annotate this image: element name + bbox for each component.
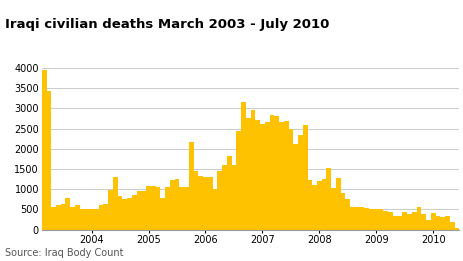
- Bar: [340, 193, 345, 230]
- Bar: [155, 187, 160, 230]
- Bar: [425, 220, 430, 230]
- Bar: [188, 142, 193, 230]
- Bar: [212, 189, 217, 230]
- Bar: [226, 156, 231, 230]
- Bar: [131, 195, 137, 230]
- Bar: [241, 102, 245, 230]
- Bar: [411, 212, 416, 230]
- Bar: [46, 91, 51, 230]
- Bar: [350, 207, 354, 230]
- Bar: [217, 171, 222, 230]
- Bar: [56, 205, 61, 230]
- Bar: [259, 124, 264, 230]
- Bar: [255, 120, 259, 230]
- Bar: [113, 177, 118, 230]
- Bar: [401, 212, 407, 230]
- Bar: [169, 180, 174, 230]
- Bar: [430, 213, 435, 230]
- Bar: [420, 214, 425, 230]
- Bar: [42, 70, 46, 230]
- Bar: [179, 187, 184, 230]
- Bar: [174, 179, 179, 230]
- Bar: [103, 204, 108, 230]
- Bar: [397, 216, 401, 230]
- Bar: [61, 204, 65, 230]
- Bar: [269, 115, 274, 230]
- Bar: [150, 186, 155, 230]
- Bar: [278, 122, 283, 230]
- Bar: [363, 208, 369, 230]
- Bar: [359, 207, 363, 230]
- Text: Iraqi civilian deaths March 2003 - July 2010: Iraqi civilian deaths March 2003 - July …: [5, 18, 328, 31]
- Bar: [274, 116, 278, 230]
- Bar: [51, 207, 56, 230]
- Bar: [388, 212, 392, 230]
- Bar: [316, 181, 321, 230]
- Bar: [293, 144, 297, 230]
- Bar: [326, 168, 331, 230]
- Bar: [373, 209, 378, 230]
- Bar: [203, 177, 207, 230]
- Bar: [160, 198, 165, 230]
- Text: Source: Iraq Body Count: Source: Iraq Body Count: [5, 248, 123, 258]
- Bar: [416, 207, 420, 230]
- Bar: [444, 216, 449, 230]
- Bar: [407, 214, 411, 230]
- Bar: [75, 205, 80, 230]
- Bar: [378, 209, 382, 230]
- Bar: [141, 191, 146, 230]
- Bar: [454, 228, 458, 230]
- Bar: [146, 186, 150, 230]
- Bar: [80, 209, 84, 230]
- Bar: [222, 165, 226, 230]
- Bar: [165, 187, 169, 230]
- Bar: [94, 209, 99, 230]
- Bar: [321, 179, 326, 230]
- Bar: [99, 205, 103, 230]
- Bar: [345, 199, 350, 230]
- Bar: [369, 209, 373, 230]
- Bar: [302, 125, 307, 230]
- Bar: [264, 122, 269, 230]
- Bar: [312, 185, 316, 230]
- Bar: [297, 135, 302, 230]
- Bar: [449, 222, 454, 230]
- Bar: [307, 180, 312, 230]
- Bar: [354, 207, 359, 230]
- Bar: [283, 121, 288, 230]
- Bar: [108, 190, 113, 230]
- Bar: [250, 110, 255, 230]
- Bar: [236, 130, 241, 230]
- Bar: [122, 199, 127, 230]
- Bar: [382, 211, 388, 230]
- Bar: [193, 171, 198, 230]
- Bar: [435, 216, 439, 230]
- Bar: [331, 188, 335, 230]
- Bar: [137, 191, 141, 230]
- Bar: [245, 118, 250, 230]
- Bar: [184, 187, 188, 230]
- Bar: [84, 209, 89, 230]
- Bar: [231, 165, 236, 230]
- Bar: [65, 198, 70, 230]
- Bar: [439, 217, 444, 230]
- Bar: [392, 216, 397, 230]
- Bar: [70, 207, 75, 230]
- Bar: [335, 178, 340, 230]
- Bar: [127, 198, 131, 230]
- Bar: [198, 176, 203, 230]
- Bar: [207, 177, 212, 230]
- Bar: [288, 129, 293, 230]
- Bar: [89, 209, 94, 230]
- Bar: [118, 196, 122, 230]
